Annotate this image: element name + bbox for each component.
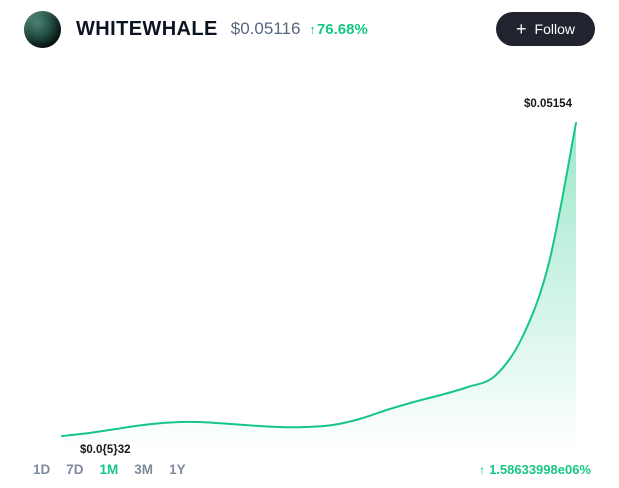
total-change: ↑ 1.58633998e06%	[479, 462, 591, 477]
chart-high-label: $0.05154	[524, 98, 572, 110]
chart-low-label: $0.0{5}32	[80, 444, 131, 456]
token-price: $0.05116	[230, 19, 301, 38]
header: WHITEWHALE $0.05116 ↑ 76.68% + Follow	[0, 0, 619, 58]
tab-1y[interactable]: 1Y	[169, 462, 186, 477]
chart-price-line	[61, 122, 577, 437]
up-arrow-icon: ↑	[479, 462, 486, 477]
price-change: ↑ 76.68%	[309, 21, 367, 38]
tab-1d[interactable]: 1D	[33, 462, 51, 477]
plus-icon: +	[516, 18, 527, 39]
time-range-tabs: 1D 7D 1M 3M 1Y	[33, 462, 186, 477]
tab-1m[interactable]: 1M	[99, 462, 119, 477]
price-line-chart[interactable]	[0, 70, 619, 458]
token-avatar	[24, 10, 61, 48]
tab-3m[interactable]: 3M	[134, 462, 154, 477]
up-arrow-icon: ↑	[309, 21, 316, 37]
follow-button-label: Follow	[534, 21, 575, 37]
chart-area-fill	[62, 123, 576, 452]
price-change-value: 76.68%	[316, 20, 368, 38]
tab-7d[interactable]: 7D	[66, 462, 84, 477]
follow-button[interactable]: + Follow	[496, 12, 595, 46]
total-change-value: 1.58633998e06%	[489, 462, 591, 477]
token-name: WHITEWHALE	[76, 17, 218, 40]
